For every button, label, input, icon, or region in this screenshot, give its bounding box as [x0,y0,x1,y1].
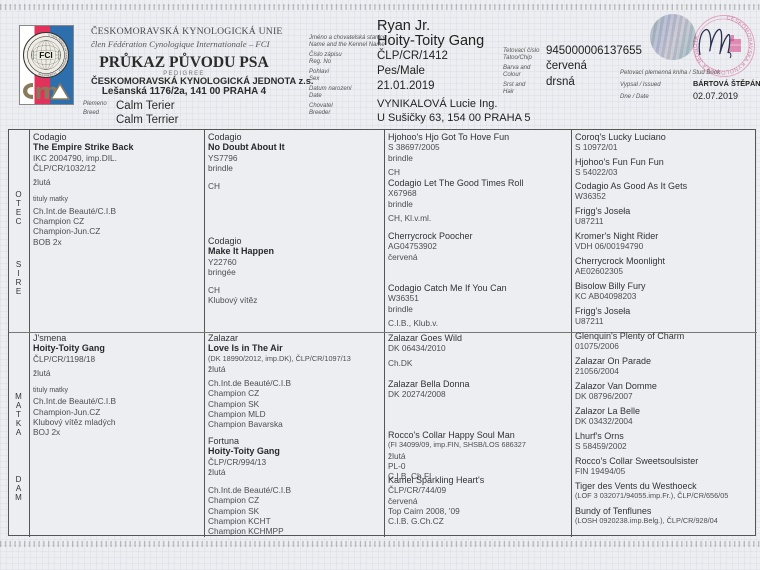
svg-text:FCI: FCI [39,50,52,60]
